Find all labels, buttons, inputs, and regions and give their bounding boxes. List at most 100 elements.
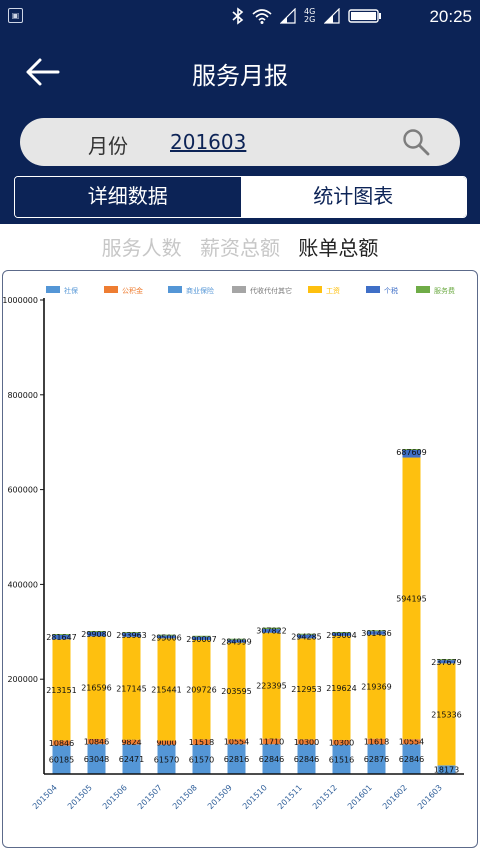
bar-segment (402, 449, 421, 450)
x-tick-label: 201511 (276, 783, 304, 811)
bar-segment (227, 739, 246, 745)
y-tick-label: 1000000 (3, 296, 38, 305)
data-label: 10300 (294, 738, 319, 747)
legend-swatch (366, 286, 380, 293)
data-label: 61570 (154, 755, 179, 764)
bar-segment (192, 739, 211, 745)
x-tick-label: 201507 (136, 783, 164, 811)
bar-segment (262, 627, 281, 630)
bar-segment (297, 634, 316, 639)
total-label: 307822 (256, 627, 287, 636)
data-label: 10554 (399, 738, 424, 747)
bar-segment (262, 744, 281, 774)
y-tick-label: 800000 (7, 391, 38, 400)
total-label: 299004 (326, 631, 357, 640)
x-tick-label: 201506 (101, 783, 129, 811)
bar-segment (367, 630, 386, 632)
legend-label: 服务费 (434, 286, 455, 295)
x-tick-label: 201505 (66, 783, 94, 811)
x-tick-label: 201504 (31, 783, 59, 811)
data-label: 62471 (119, 755, 144, 764)
signal-icon (280, 8, 296, 24)
bar-segment (367, 738, 386, 745)
x-tick-label: 201602 (381, 783, 409, 811)
data-label: 62846 (259, 755, 284, 764)
bar-segment (87, 632, 106, 637)
legend-label: 个税 (384, 286, 398, 295)
bar-segment (297, 638, 316, 740)
legend-swatch (232, 286, 246, 293)
data-label: 62846 (399, 755, 424, 764)
bar-segment (437, 660, 456, 664)
data-label: 215336 (431, 710, 462, 719)
bar-segment (87, 744, 106, 774)
x-tick-label: 201510 (241, 783, 269, 811)
data-label: 594195 (396, 594, 427, 603)
metric-subtabs: 服务人数 薪资总额 账单总额 (0, 232, 480, 261)
bar-segment (367, 631, 386, 635)
data-label: 62846 (294, 755, 319, 764)
bar-segment (332, 739, 351, 745)
subtab-service-headcount[interactable]: 服务人数 (101, 236, 182, 260)
view-tabs: 详细数据 统计图表 (14, 176, 467, 218)
subtab-salary-total[interactable]: 薪资总额 (200, 236, 280, 260)
status-bar: ▣ 4G 2G 20:25 (0, 0, 480, 34)
sim-notification-icon: ▣ (8, 8, 23, 23)
total-label: 281647 (46, 633, 77, 642)
data-label: 10846 (84, 738, 109, 747)
bar-segment (437, 765, 456, 774)
data-label: 215441 (151, 685, 182, 694)
network-type-label: 4G 2G (304, 7, 316, 24)
bar-segment (87, 738, 106, 745)
data-label: 212953 (291, 685, 322, 694)
x-tick-label: 201508 (171, 783, 199, 811)
legend-label: 代收代付其它 (250, 286, 292, 295)
bar-segment (157, 634, 176, 636)
bar-segment (122, 632, 141, 634)
signal-icon-2 (324, 8, 340, 24)
y-tick-label: 600000 (7, 486, 38, 495)
legend-label: 商业保险 (186, 286, 214, 295)
bar-segment (332, 632, 351, 636)
bar-segment (437, 659, 456, 661)
x-tick-label: 201512 (311, 783, 339, 811)
tab-chart[interactable]: 统计图表 (240, 177, 466, 217)
subtab-bill-total[interactable]: 账单总额 (298, 236, 379, 260)
data-label: 61516 (329, 755, 354, 764)
legend-label: 公积金 (122, 286, 143, 295)
total-label: 299080 (81, 630, 112, 639)
arrow-left-icon (26, 58, 60, 86)
bar-segment (52, 634, 71, 635)
data-label: 219369 (361, 683, 392, 692)
legend-swatch (46, 286, 60, 293)
bar-segment (122, 633, 141, 637)
bar-segment (297, 633, 316, 635)
bar-segment (297, 739, 316, 745)
total-label: 687609 (396, 448, 427, 457)
legend-label: 社保 (64, 286, 78, 295)
bar-segment (52, 634, 71, 640)
data-label: 10300 (329, 738, 354, 747)
tab-detail-data[interactable]: 详细数据 (15, 177, 241, 217)
bar-segment (87, 631, 106, 633)
data-label: 9824 (121, 738, 141, 747)
bar-segment (437, 663, 456, 766)
bar-segment (192, 636, 211, 640)
bar-segment (367, 634, 386, 739)
bar-segment (402, 744, 421, 774)
search-icon[interactable] (402, 128, 430, 156)
bluetooth-icon (232, 7, 244, 25)
bar-segment (87, 636, 106, 739)
page-title: 服务月报 (192, 62, 288, 90)
data-label: 62876 (364, 755, 389, 764)
month-picker[interactable]: 201603 (170, 130, 247, 154)
total-label: 290007 (186, 635, 217, 644)
bar-segment (157, 638, 176, 741)
legend-swatch (416, 286, 430, 293)
data-label: 219624 (326, 684, 357, 693)
legend-swatch (168, 286, 182, 293)
bar-segment (52, 639, 71, 741)
bar-segment (402, 739, 421, 745)
back-button[interactable] (22, 52, 66, 92)
bar-segment (192, 744, 211, 774)
